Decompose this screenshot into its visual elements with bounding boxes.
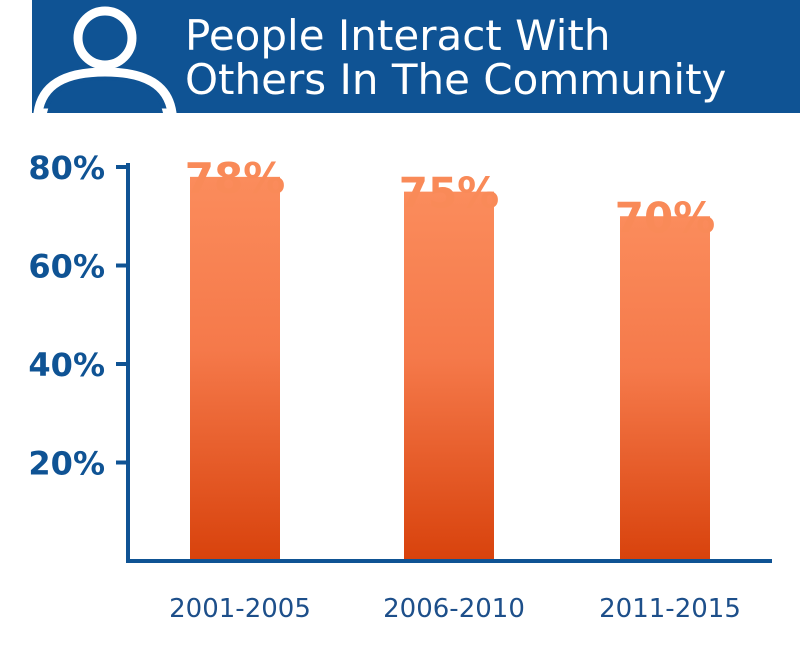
x-category-labels: 2001-2005 2006-2010 2011-2015	[169, 594, 741, 624]
x-category-label-2001-2005: 2001-2005	[169, 594, 311, 624]
value-label-2006-2010: 75%	[399, 169, 500, 218]
chart-title-line-1: People Interact With	[185, 11, 611, 60]
y-tick-label-40%: 40%	[28, 346, 105, 384]
chart-title-line-2: Others In The Community	[185, 55, 727, 104]
bar-2011-2015	[620, 216, 710, 561]
x-category-label-2006-2010: 2006-2010	[383, 594, 525, 624]
bar-2006-2010	[404, 191, 494, 561]
value-labels: 78% 75% 70%	[185, 154, 716, 242]
x-category-label-2011-2015: 2011-2015	[599, 594, 741, 624]
y-tick-label-20%: 20%	[28, 445, 105, 483]
y-tick-label-80%: 80%	[28, 149, 105, 187]
y-tick-label-60%: 60%	[28, 248, 105, 286]
value-label-2011-2015: 70%	[615, 193, 716, 242]
person-icon	[33, 6, 177, 113]
bars	[190, 176, 710, 561]
value-label-2001-2005: 78%	[185, 154, 286, 203]
chart-title: People Interact With Others In The Commu…	[185, 14, 726, 102]
axes	[116, 163, 772, 563]
y-tick-labels: 20% 40% 60% 80%	[28, 149, 105, 483]
bar-2001-2005	[190, 176, 280, 561]
